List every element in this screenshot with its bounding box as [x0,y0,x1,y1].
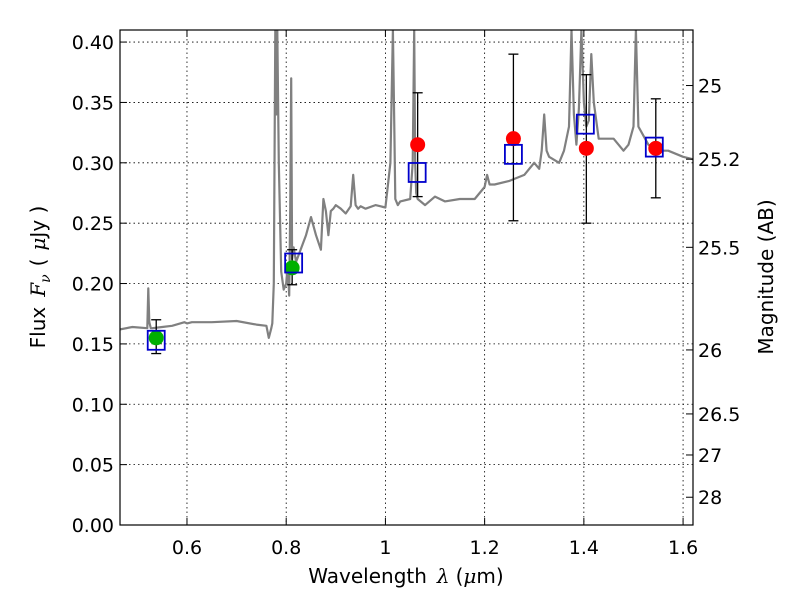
model-photometry-square [284,252,304,274]
x-axis-label: Wavelength λ (μm) [308,564,503,588]
y2-tick-label: 25.5 [698,237,740,259]
model-photometry-square [504,143,523,165]
plot-frame [119,29,694,526]
spectrum-line [120,30,693,339]
x-tick-label: 1.2 [470,537,500,559]
y2-tick-label: 27 [698,445,722,467]
model-photometry-square [407,162,427,183]
photometry-point [578,140,594,156]
x-tick-label: 1.4 [569,537,599,559]
photometry-point [148,330,164,346]
y2-tick-label: 26.5 [698,404,740,426]
y-tick-label: 0.30 [72,153,114,175]
y2-axis-label: Magnitude (AB) [754,199,778,354]
y-tick-label: 0.40 [72,32,114,54]
y2-tick-label: 28 [698,487,722,509]
photometry-point [648,140,664,156]
y-tick-label: 0.10 [72,394,114,416]
axis-ticks: 0.6 0.8 1 1.2 1.4 1.6 0.00 0.05 0.10 0.15 0.20 0.25… [72,30,740,559]
y-tick-label: 0.25 [72,213,114,235]
y2-tick-label: 25.2 [698,149,740,171]
x-tick-label: 0.6 [172,537,202,559]
y-tick-label: 0.05 [72,455,114,477]
photometry-point [505,131,521,147]
photometry-point [284,260,300,276]
plot-area [120,30,693,355]
grid-lines [120,30,693,526]
x-tick-label: 1.6 [668,537,698,559]
model-photometry-square [575,113,595,135]
y2-tick-label: 25 [698,76,722,98]
model-photometry-square [644,136,664,158]
y-tick-label: 0.00 [72,515,114,537]
y-axis-label: FluxFν(μJy ) [26,206,54,349]
x-tick-label: 0.8 [271,537,301,559]
y-tick-label: 0.20 [72,274,114,296]
photometry-point [410,137,426,153]
y-tick-label: 0.15 [72,334,114,356]
y-tick-label: 0.35 [72,92,114,114]
y2-tick-label: 26 [698,340,722,362]
model-photometry-square [146,329,166,351]
x-tick-label: 1 [379,537,391,559]
